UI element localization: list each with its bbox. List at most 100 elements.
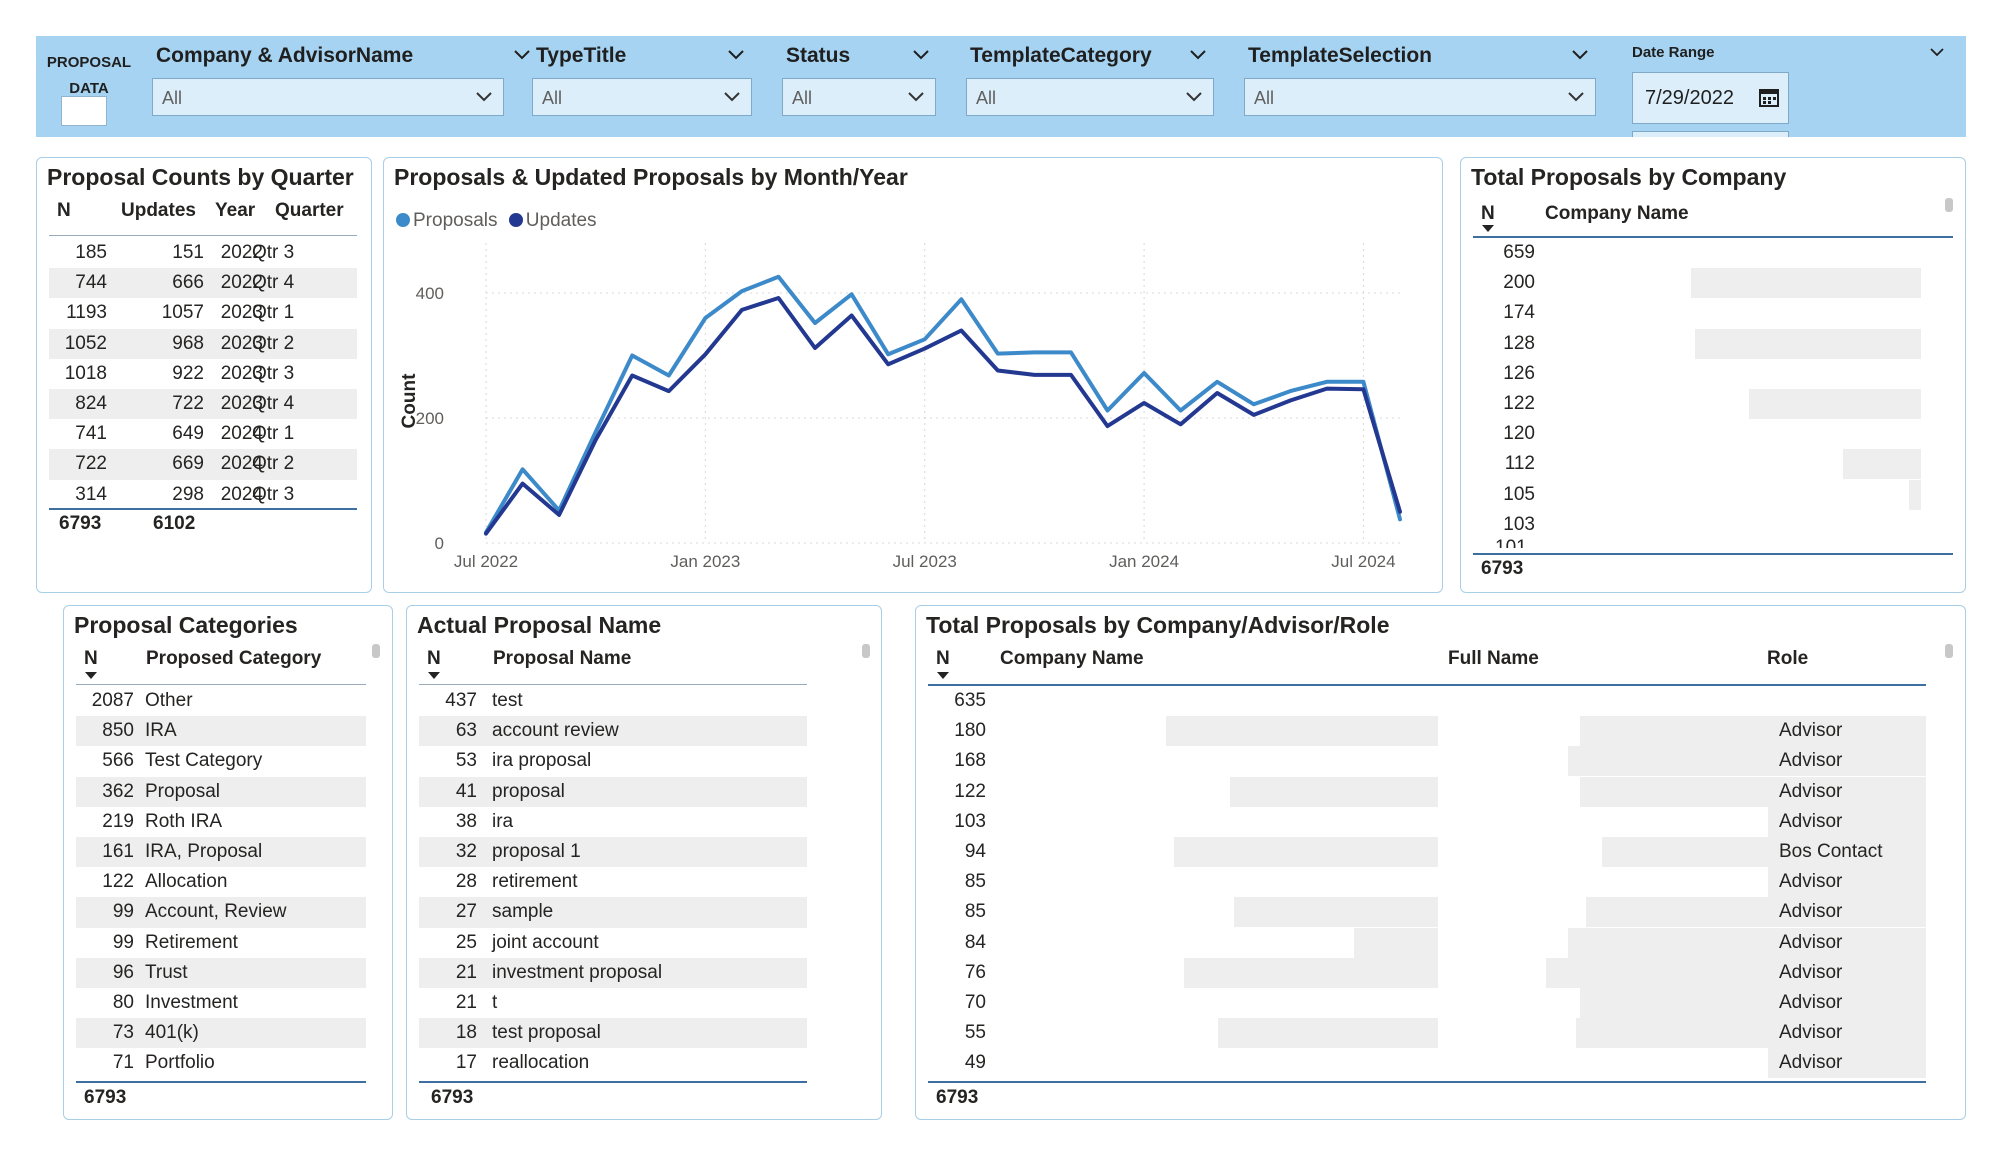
slicer-dropdown[interactable]: All	[152, 78, 504, 116]
table-row[interactable]: 96 Trust	[76, 957, 366, 988]
col-header-year[interactable]: Year	[215, 200, 256, 221]
data-point-proposals[interactable]	[1141, 370, 1147, 376]
col-header-quarter[interactable]: Quarter	[275, 200, 344, 221]
legend-item-proposals[interactable]: Proposals	[396, 210, 498, 231]
table-row[interactable]: 70 Advisor	[928, 987, 1926, 1018]
data-point-updates[interactable]	[520, 481, 526, 487]
col-header-n[interactable]: N	[427, 648, 441, 669]
scrollbar-thumb[interactable]	[1945, 644, 1953, 658]
table-row[interactable]: 741 649 2024 Qtr 1	[49, 419, 357, 449]
table-row[interactable]: 122	[1473, 388, 1953, 419]
table-row[interactable]: 437 test	[419, 686, 807, 716]
col-header-updates[interactable]: Updates	[121, 200, 196, 221]
series-line-updates[interactable]	[484, 296, 1402, 536]
data-point-updates[interactable]	[958, 328, 964, 334]
data-point-proposals[interactable]	[1251, 401, 1257, 407]
table-row[interactable]: 566 Test Category	[76, 746, 366, 776]
col-header-full-name[interactable]: Full Name	[1448, 648, 1539, 669]
data-point-updates[interactable]	[666, 388, 672, 394]
data-point-proposals[interactable]	[702, 315, 708, 321]
data-point-proposals[interactable]	[1105, 408, 1111, 414]
table-row[interactable]: 314 298 2024 Qtr 3	[49, 480, 357, 510]
table-row[interactable]: 21 t	[419, 988, 807, 1018]
slicer-dropdown[interactable]: All	[532, 78, 752, 116]
data-point-updates[interactable]	[812, 345, 818, 351]
data-point-proposals[interactable]	[593, 429, 599, 435]
table-row[interactable]: 659	[1473, 238, 1953, 268]
data-point-proposals[interactable]	[775, 274, 781, 280]
data-point-updates[interactable]	[1360, 386, 1366, 392]
data-point-updates[interactable]	[702, 351, 708, 357]
data-point-proposals[interactable]	[1068, 349, 1074, 355]
table-row[interactable]: 128	[1473, 328, 1953, 359]
table-row[interactable]: 85 Advisor	[928, 897, 1926, 928]
table-row[interactable]: 63 account review	[419, 716, 807, 747]
table-row[interactable]: 21 investment proposal	[419, 957, 807, 988]
scrollbar-thumb[interactable]	[862, 644, 870, 658]
data-point-updates[interactable]	[1141, 400, 1147, 406]
data-point-updates[interactable]	[1105, 423, 1111, 429]
table-row[interactable]: 41 proposal	[419, 776, 807, 807]
table-row[interactable]: 850 IRA	[76, 716, 366, 747]
col-header-n[interactable]: N	[1481, 203, 1495, 224]
table-row[interactable]: 122 Allocation	[76, 867, 366, 897]
table-row[interactable]: 80 Investment	[76, 988, 366, 1018]
data-point-updates[interactable]	[556, 512, 562, 518]
chevron-down-icon[interactable]	[911, 45, 931, 65]
slicer-dropdown[interactable]: All	[1244, 78, 1596, 116]
data-point-updates[interactable]	[1031, 372, 1037, 378]
data-point-updates[interactable]	[739, 307, 745, 313]
table-row[interactable]: 362 Proposal	[76, 776, 366, 807]
col-header-n[interactable]: N	[57, 200, 71, 221]
table-row[interactable]: 32 proposal 1	[419, 836, 807, 868]
data-point-updates[interactable]	[1178, 421, 1184, 427]
table-row[interactable]: 103 Advisor	[928, 806, 1926, 837]
data-point-updates[interactable]	[922, 346, 928, 352]
series-line-proposals[interactable]	[484, 274, 1402, 535]
table-row[interactable]: 73 401(k)	[76, 1018, 366, 1049]
col-header-category[interactable]: Proposed Category	[146, 648, 322, 669]
data-point-proposals[interactable]	[1287, 388, 1293, 394]
date-range-end-input[interactable]	[1632, 131, 1789, 137]
chevron-down-icon[interactable]	[1570, 45, 1590, 65]
data-point-updates[interactable]	[885, 361, 891, 367]
data-point-proposals[interactable]	[1214, 379, 1220, 385]
data-point-proposals[interactable]	[922, 336, 928, 342]
data-point-updates[interactable]	[775, 295, 781, 301]
col-header-company-name[interactable]: Company Name	[1000, 648, 1144, 669]
table-row[interactable]: 27 sample	[419, 897, 807, 928]
brand-box[interactable]	[61, 96, 107, 126]
table-row[interactable]: 99 Retirement	[76, 928, 366, 958]
data-point-proposals[interactable]	[1031, 349, 1037, 355]
data-point-updates[interactable]	[1287, 398, 1293, 404]
table-row[interactable]: 76 Advisor	[928, 957, 1926, 988]
table-row[interactable]: 122 Advisor	[928, 776, 1926, 807]
data-point-updates[interactable]	[1324, 386, 1330, 392]
data-point-proposals[interactable]	[1360, 379, 1366, 385]
data-point-updates[interactable]	[1251, 412, 1257, 418]
chevron-down-icon[interactable]	[1188, 45, 1208, 65]
table-row[interactable]: 161 IRA, Proposal	[76, 836, 366, 868]
table-row[interactable]: 103	[1473, 510, 1953, 540]
table-row[interactable]: 120	[1473, 419, 1953, 449]
data-point-proposals[interactable]	[995, 351, 1001, 357]
data-point-updates[interactable]	[995, 368, 1001, 374]
col-header-company-name[interactable]: Company Name	[1545, 203, 1689, 224]
data-point-proposals[interactable]	[629, 353, 635, 359]
legend-item-updates[interactable]: Updates	[508, 210, 597, 231]
data-point-proposals[interactable]	[1397, 516, 1403, 522]
data-point-proposals[interactable]	[958, 296, 964, 302]
data-point-proposals[interactable]	[1178, 408, 1184, 414]
table-row[interactable]: 99 Account, Review	[76, 897, 366, 928]
table-row[interactable]: 55 Advisor	[928, 1018, 1926, 1049]
data-point-updates[interactable]	[1214, 390, 1220, 396]
table-row[interactable]: 18 test proposal	[419, 1018, 807, 1049]
data-point-updates[interactable]	[1068, 372, 1074, 378]
table-row[interactable]: 824 722 2023 Qtr 4	[49, 388, 357, 420]
table-row[interactable]: 25 joint account	[419, 928, 807, 958]
table-row[interactable]: 126	[1473, 359, 1953, 389]
table-row[interactable]: 17 reallocation	[419, 1048, 807, 1078]
col-header-n[interactable]: N	[936, 648, 950, 669]
data-point-proposals[interactable]	[849, 291, 855, 297]
table-row[interactable]: 71 Portfolio	[76, 1048, 366, 1078]
